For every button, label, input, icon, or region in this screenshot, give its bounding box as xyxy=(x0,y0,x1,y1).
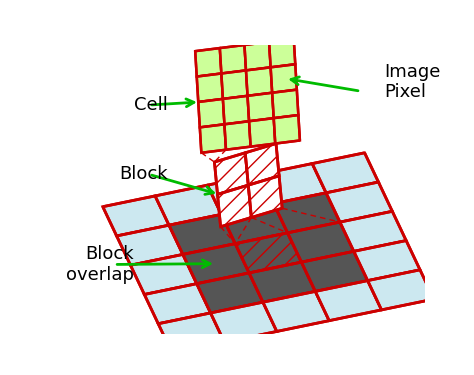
Polygon shape xyxy=(198,99,225,128)
Polygon shape xyxy=(197,74,223,102)
Text: Block: Block xyxy=(119,165,168,183)
Polygon shape xyxy=(223,96,249,124)
Polygon shape xyxy=(197,273,263,313)
Polygon shape xyxy=(246,68,272,96)
Polygon shape xyxy=(210,302,277,342)
Polygon shape xyxy=(248,176,282,218)
Polygon shape xyxy=(220,45,246,74)
Polygon shape xyxy=(214,153,248,194)
Polygon shape xyxy=(315,280,382,321)
Polygon shape xyxy=(249,118,275,147)
Polygon shape xyxy=(183,244,249,284)
Polygon shape xyxy=(221,70,247,99)
Polygon shape xyxy=(272,90,298,118)
Polygon shape xyxy=(195,48,221,76)
Polygon shape xyxy=(200,124,226,153)
Polygon shape xyxy=(221,204,288,244)
Polygon shape xyxy=(247,93,273,121)
Polygon shape xyxy=(249,262,315,302)
Text: Image
Pixel: Image Pixel xyxy=(384,63,440,101)
Polygon shape xyxy=(273,193,340,233)
Polygon shape xyxy=(260,164,326,204)
Polygon shape xyxy=(245,42,271,70)
Text: Cell: Cell xyxy=(134,96,168,114)
Polygon shape xyxy=(235,233,301,273)
Polygon shape xyxy=(155,185,221,225)
Polygon shape xyxy=(288,222,354,262)
Polygon shape xyxy=(368,270,434,310)
Text: Block
overlap: Block overlap xyxy=(65,245,134,284)
Polygon shape xyxy=(130,255,197,294)
Polygon shape xyxy=(263,291,329,332)
Polygon shape xyxy=(273,115,300,144)
Polygon shape xyxy=(271,64,297,93)
Polygon shape xyxy=(208,174,273,214)
Polygon shape xyxy=(158,313,225,353)
Polygon shape xyxy=(103,196,169,236)
Polygon shape xyxy=(245,144,279,185)
Polygon shape xyxy=(169,214,235,255)
Polygon shape xyxy=(117,225,183,265)
Polygon shape xyxy=(145,284,210,324)
Polygon shape xyxy=(301,251,368,291)
Polygon shape xyxy=(225,121,251,150)
Polygon shape xyxy=(354,241,420,280)
Polygon shape xyxy=(218,185,251,227)
Polygon shape xyxy=(269,39,295,68)
Polygon shape xyxy=(312,153,378,193)
Polygon shape xyxy=(340,211,406,251)
Polygon shape xyxy=(326,182,392,222)
